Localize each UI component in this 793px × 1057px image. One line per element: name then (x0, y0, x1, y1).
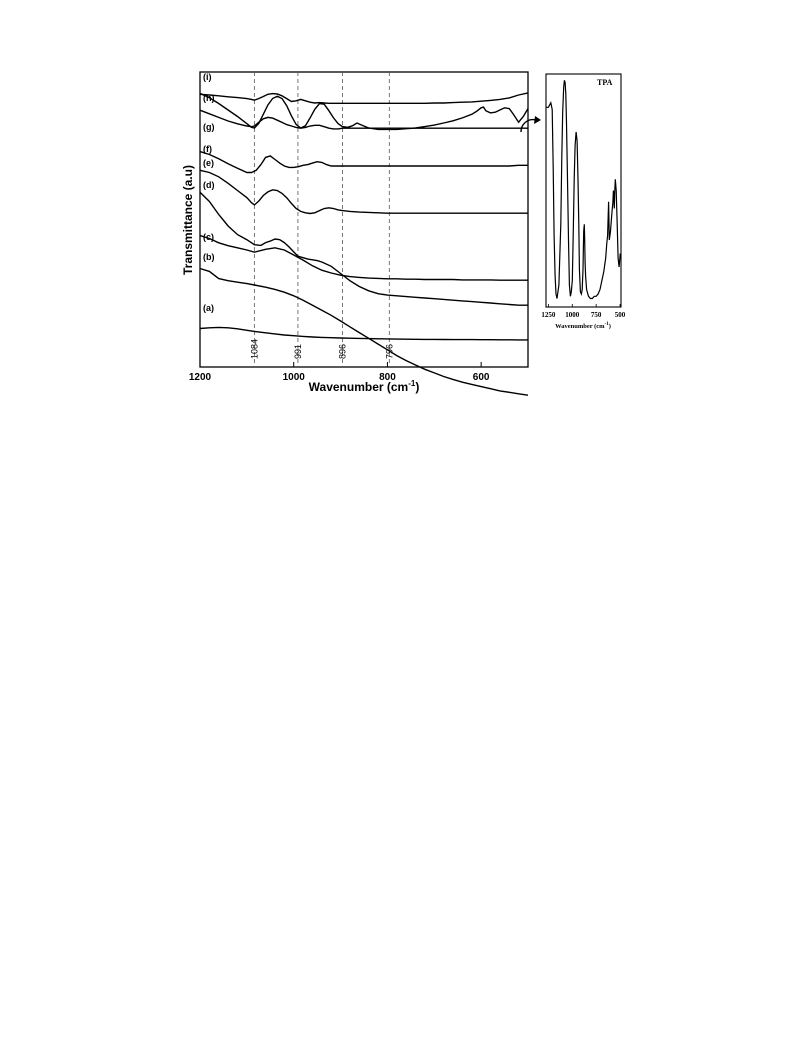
series-curve (199, 150, 528, 174)
y-axis-title: Transmittance (a.u) (181, 165, 195, 275)
series-labels: (a) (b) (c) (d) (e) (f) (g) (h) (i) (203, 72, 215, 313)
series-curve (199, 234, 528, 281)
inset-series (546, 80, 621, 300)
series-curve (199, 169, 528, 215)
series-label: (i) (203, 72, 212, 82)
series-label: (g) (203, 122, 215, 132)
x-axis-title: Wavenumber (cm-1) (309, 379, 420, 394)
inset-chart: TPA 1250 1000 750 500 Wavenumber (cm-1) (541, 73, 626, 330)
inset-x-tick-label: 1250 (541, 311, 556, 319)
main-chart: 1084 991 896 796 (a)(b)(c)(d)(e)(f)(g)(h)(i… (181, 71, 529, 396)
inset-x-axis-ticks: 1250 1000 750 500 (541, 304, 626, 319)
marker-label: 1084 (249, 339, 259, 359)
inset-x-axis-title: Wavenumber (cm-1) (555, 322, 611, 330)
series-curve (199, 92, 529, 104)
series-curves (199, 92, 529, 396)
marker-lines: 1084 991 896 796 (249, 72, 394, 367)
series-label: (d) (203, 180, 215, 190)
series-curve (199, 267, 529, 396)
series-curve (199, 109, 528, 130)
series-label: (f) (203, 144, 212, 154)
marker-label: 991 (293, 344, 303, 359)
series-curve (199, 191, 528, 306)
series-label: (h) (203, 93, 215, 103)
main-plot-frame (199, 71, 529, 368)
x-tick-label: 1200 (189, 372, 212, 383)
series-label: (e) (203, 158, 214, 168)
series-label: (a) (203, 303, 214, 313)
marker-label: 896 (337, 344, 347, 359)
series-curve (199, 326, 528, 341)
inset-curve (546, 80, 621, 300)
inset-x-tick-label: 750 (591, 311, 602, 319)
inset-plot-frame (545, 73, 622, 308)
inset-x-tick-label: 500 (615, 311, 626, 319)
x-tick-label: 800 (379, 372, 396, 383)
series-curve (199, 92, 529, 131)
x-tick-label: 600 (473, 372, 490, 383)
inset-link-arrowhead (534, 116, 541, 124)
series-label: (c) (203, 232, 214, 242)
inset-x-tick-label: 1000 (565, 311, 580, 319)
series-label: (b) (203, 252, 215, 262)
x-tick-label: 1000 (283, 372, 306, 383)
inset-title: TPA (597, 78, 613, 87)
x-axis-ticks: 1200 1000 800 600 (189, 362, 490, 383)
inset-link-arrow (520, 118, 537, 133)
